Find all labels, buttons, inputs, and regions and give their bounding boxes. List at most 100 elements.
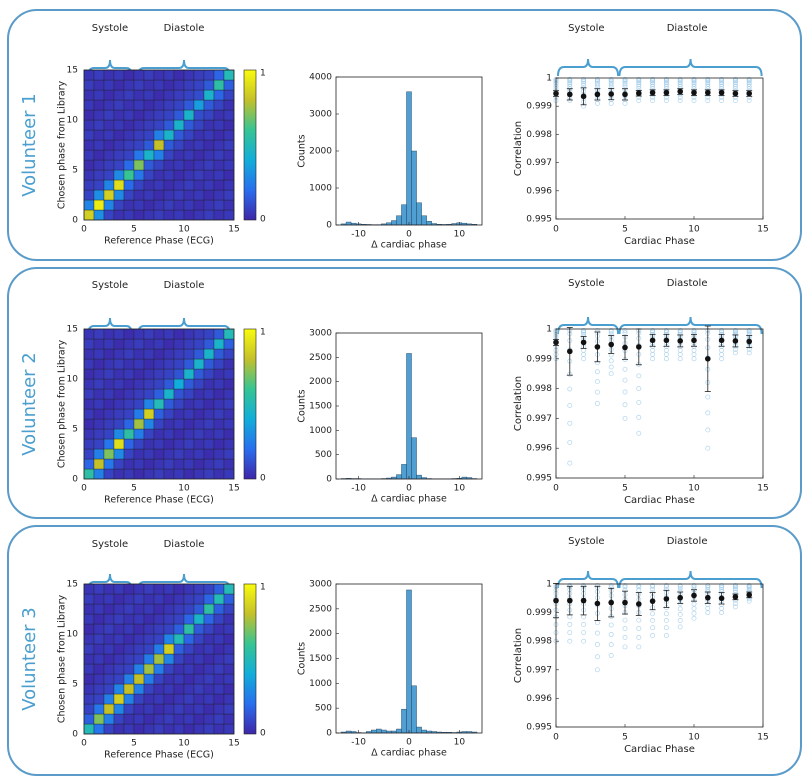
v2-heatmap-cell (103, 418, 115, 430)
v1-corr-sample-point (650, 83, 656, 89)
v2-hist-ytick: 1500 (309, 402, 332, 412)
v3-heatmap-cell (93, 583, 105, 595)
v1-corr-xtick: 15 (757, 225, 768, 235)
v1-heatmap-ytick: 15 (67, 66, 78, 76)
v1-heatmap-cell (203, 79, 215, 91)
v3-hist-ytick: 2000 (309, 629, 332, 639)
v3-corr-sample-point (594, 654, 600, 660)
v3-heatmap-cell (133, 633, 145, 645)
v3-heatmap-cell (123, 673, 135, 685)
v1-heatmap-cell (113, 139, 125, 151)
v1-heatmap-cell (213, 159, 225, 171)
v1-heatmap-cell (93, 69, 105, 81)
v2-corr-sample-point (650, 356, 656, 362)
v3-corr-sample-point (732, 604, 738, 610)
v3-heatmap-cell (203, 643, 215, 655)
v3-heatmap-cell (163, 613, 175, 625)
v2-heatmap-cell (173, 408, 185, 420)
v2-hist-xtick: -10 (351, 484, 366, 494)
v3-corr-sample-point (594, 642, 600, 647)
v3-heatmap-cell (133, 643, 145, 655)
v2-heatmap-cell (223, 348, 235, 360)
v2-corr-mean-point (691, 337, 697, 344)
v2-heatmap-cell (123, 428, 135, 440)
v3-corr-sample-point (636, 587, 642, 593)
v1-heatmap-cell (163, 199, 175, 211)
v1-heatmap-cell (143, 119, 155, 131)
v2-heatmap-cell (173, 428, 185, 440)
v2-corr-sample-point (636, 414, 642, 420)
v3-heatmap-cell (173, 633, 185, 645)
v2-corr-mean-point (580, 339, 587, 346)
v1-corr-sample-point (719, 98, 725, 104)
v3-heatmap-cell (103, 693, 115, 705)
v2-heatmap-cell (153, 418, 165, 430)
v3-heatmap-cell (163, 653, 175, 665)
v1-corr-sample-point (581, 80, 587, 86)
v3-heatmap-cell (173, 703, 185, 715)
v1-heatmap-cell (203, 149, 215, 161)
v3-heatmap-cell (93, 593, 105, 605)
v2-hist-xtick: 0 (406, 484, 412, 494)
v1-heatmap-cell (103, 149, 115, 161)
v3-heatmap-cell (183, 593, 195, 605)
v3-heatmap-cell (143, 683, 155, 695)
v1-heatmap-cell (113, 89, 125, 101)
v1-hist-xtick: 10 (454, 230, 466, 240)
v3-corr-sample-point (622, 617, 628, 623)
v2-corr-sample-point (650, 351, 656, 357)
v2-corr-systole-bracket (557, 316, 620, 335)
v3-heatmap-cell (183, 623, 195, 635)
v1-corr-sample-point (719, 78, 725, 84)
v2-heatmap-cell (163, 338, 175, 350)
v2-heatmap-cell (113, 448, 125, 460)
v2-corr-sample-point (594, 401, 600, 406)
v3-heatmap-cell (203, 623, 215, 635)
v2-corr-mean-point (663, 337, 670, 344)
v2-hist-bar (396, 474, 402, 480)
v1-corr-diastole-bracket (618, 58, 763, 77)
v2-heatmap-cell (203, 378, 215, 390)
v3-heatmap-cell (213, 633, 225, 645)
v3-diastole-bracket (137, 573, 231, 592)
v2-corr-mean-point (608, 341, 614, 348)
v1-heatmap-cell (133, 119, 145, 131)
v1-heatmap-cell (173, 129, 185, 141)
v2-hist-ytick: 2000 (309, 377, 332, 387)
v3-heatmap-cell (123, 583, 135, 595)
v1-heatmap-cell (183, 129, 195, 141)
v3-heatmap-cell (223, 653, 235, 665)
v1-heatmap-cell (203, 69, 215, 81)
v1-hist-bar (421, 215, 427, 226)
v3-corr-sample-point (608, 632, 614, 637)
v3-corr-xtick: 10 (688, 733, 700, 743)
v3-heatmap-cell (193, 643, 205, 655)
v1-heatmap-cell (133, 79, 145, 91)
v3-heatmap-cell (93, 613, 105, 625)
v2-heatmap-cell (103, 368, 115, 380)
v3-corr-sample-point (567, 622, 573, 627)
v1-heatmap-cell (173, 69, 185, 81)
v3-heatmap-cell (113, 703, 125, 715)
v1-heatmap-cell (143, 179, 155, 191)
v3-heatmap-cell (213, 683, 225, 695)
v1-heatmap-cell (153, 209, 165, 221)
v2-hist-ytick: 0 (326, 475, 332, 485)
v1-heatmap-cell (83, 109, 95, 121)
v1-heatmap-cell (213, 179, 225, 191)
v1-heatmap-cell (193, 69, 205, 81)
v3-heatmap-cell (173, 613, 185, 625)
v3-heatmap-cell (113, 613, 125, 625)
v2-corr-mean-point (705, 356, 711, 362)
v1-heatmap-cell (133, 99, 145, 111)
v1-heatmap-cell (203, 189, 215, 201)
v1-heatmap-cell (123, 159, 135, 171)
v2-corr-mean-point (677, 338, 683, 344)
v2-corr-sample-point (622, 328, 628, 333)
v1-heatmap-cell (193, 199, 205, 211)
v2-corr-ytick: 0.999 (526, 354, 552, 364)
v2-heatmap-cell (203, 328, 215, 340)
v3-heatmap-cell (103, 633, 115, 645)
v2-heatmap-xlabel: Reference Phase (ECG) (104, 495, 214, 506)
v1-corr-sample-point (663, 83, 669, 89)
